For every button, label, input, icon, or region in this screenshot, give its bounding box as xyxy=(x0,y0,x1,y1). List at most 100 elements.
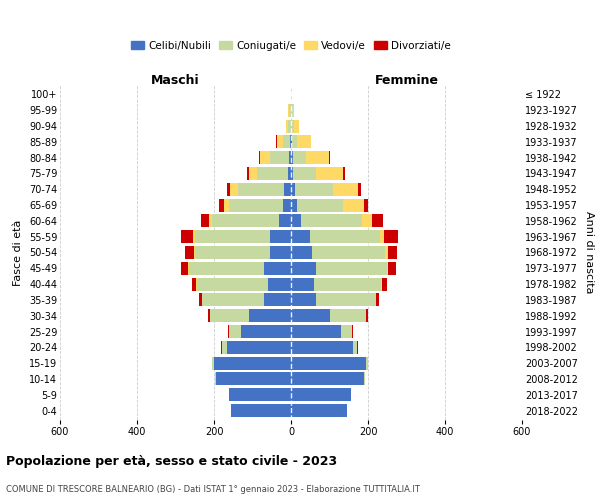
Bar xyxy=(316,294,376,306)
Bar xyxy=(264,262,291,275)
Bar xyxy=(283,198,291,211)
Bar xyxy=(292,104,293,117)
Bar xyxy=(229,198,283,211)
Bar xyxy=(316,262,387,275)
Bar xyxy=(312,246,385,259)
Bar xyxy=(197,278,268,290)
Bar xyxy=(264,294,291,306)
Bar xyxy=(329,151,330,164)
Bar xyxy=(181,230,193,243)
Bar xyxy=(329,309,366,322)
Bar xyxy=(291,183,295,196)
Bar xyxy=(280,214,291,228)
Bar xyxy=(227,341,291,354)
Bar xyxy=(194,246,195,259)
Bar xyxy=(341,325,352,338)
Bar xyxy=(216,372,291,386)
Bar xyxy=(385,246,388,259)
Bar xyxy=(306,151,329,164)
Bar xyxy=(291,230,310,243)
Bar xyxy=(334,183,358,196)
Bar xyxy=(297,136,311,148)
Bar xyxy=(291,341,353,354)
Bar xyxy=(291,151,293,164)
Bar xyxy=(277,136,283,148)
Bar xyxy=(191,278,196,290)
Y-axis label: Anni di nascita: Anni di nascita xyxy=(584,211,595,294)
Bar xyxy=(276,136,277,148)
Bar xyxy=(214,356,291,370)
Bar xyxy=(284,183,291,196)
Bar xyxy=(209,214,212,228)
Bar xyxy=(380,230,384,243)
Bar xyxy=(291,214,301,228)
Bar xyxy=(270,246,291,259)
Bar xyxy=(358,183,361,196)
Bar xyxy=(260,151,270,164)
Bar xyxy=(222,341,227,354)
Bar xyxy=(376,294,379,306)
Bar xyxy=(295,183,334,196)
Bar xyxy=(219,198,224,211)
Bar xyxy=(310,230,380,243)
Bar xyxy=(387,262,388,275)
Bar xyxy=(283,136,290,148)
Bar xyxy=(189,262,264,275)
Bar xyxy=(215,372,216,386)
Bar xyxy=(291,198,297,211)
Bar xyxy=(372,214,383,228)
Bar xyxy=(343,167,345,180)
Bar xyxy=(195,246,270,259)
Bar xyxy=(316,167,343,180)
Bar xyxy=(212,356,214,370)
Text: Maschi: Maschi xyxy=(151,74,200,86)
Bar xyxy=(343,198,364,211)
Bar xyxy=(388,246,397,259)
Bar xyxy=(181,262,188,275)
Y-axis label: Fasce di età: Fasce di età xyxy=(13,220,23,286)
Bar xyxy=(291,388,350,401)
Text: Femmine: Femmine xyxy=(374,74,439,86)
Bar xyxy=(232,404,291,417)
Bar xyxy=(314,278,382,290)
Bar xyxy=(201,214,209,228)
Bar xyxy=(228,325,229,338)
Bar xyxy=(388,262,396,275)
Bar xyxy=(291,372,364,386)
Bar xyxy=(247,167,250,180)
Bar xyxy=(250,167,257,180)
Bar xyxy=(292,136,297,148)
Bar xyxy=(208,309,210,322)
Bar xyxy=(291,136,292,148)
Bar xyxy=(290,136,291,148)
Bar xyxy=(352,325,353,338)
Bar xyxy=(364,372,365,386)
Bar xyxy=(291,404,347,417)
Bar xyxy=(293,120,299,132)
Bar xyxy=(293,104,294,117)
Bar xyxy=(362,214,372,228)
Bar xyxy=(292,120,293,132)
Bar xyxy=(229,388,291,401)
Bar xyxy=(195,230,270,243)
Bar xyxy=(289,104,290,117)
Bar xyxy=(193,230,195,243)
Bar xyxy=(188,262,189,275)
Bar xyxy=(293,151,306,164)
Bar xyxy=(259,151,260,164)
Bar xyxy=(291,278,314,290)
Text: COMUNE DI TRESCORE BALNEARIO (BG) - Dati ISTAT 1° gennaio 2023 - Elaborazione TU: COMUNE DI TRESCORE BALNEARIO (BG) - Dati… xyxy=(6,485,420,494)
Bar xyxy=(286,120,287,132)
Bar xyxy=(291,246,312,259)
Bar xyxy=(364,198,368,211)
Bar xyxy=(199,294,202,306)
Bar xyxy=(257,167,288,180)
Bar xyxy=(353,341,357,354)
Bar xyxy=(384,230,398,243)
Bar xyxy=(241,325,291,338)
Bar xyxy=(291,309,329,322)
Bar xyxy=(212,214,280,228)
Legend: Celibi/Nubili, Coniugati/e, Vedovi/e, Divorziati/e: Celibi/Nubili, Coniugati/e, Vedovi/e, Di… xyxy=(127,36,455,55)
Bar xyxy=(366,356,368,370)
Bar xyxy=(287,120,290,132)
